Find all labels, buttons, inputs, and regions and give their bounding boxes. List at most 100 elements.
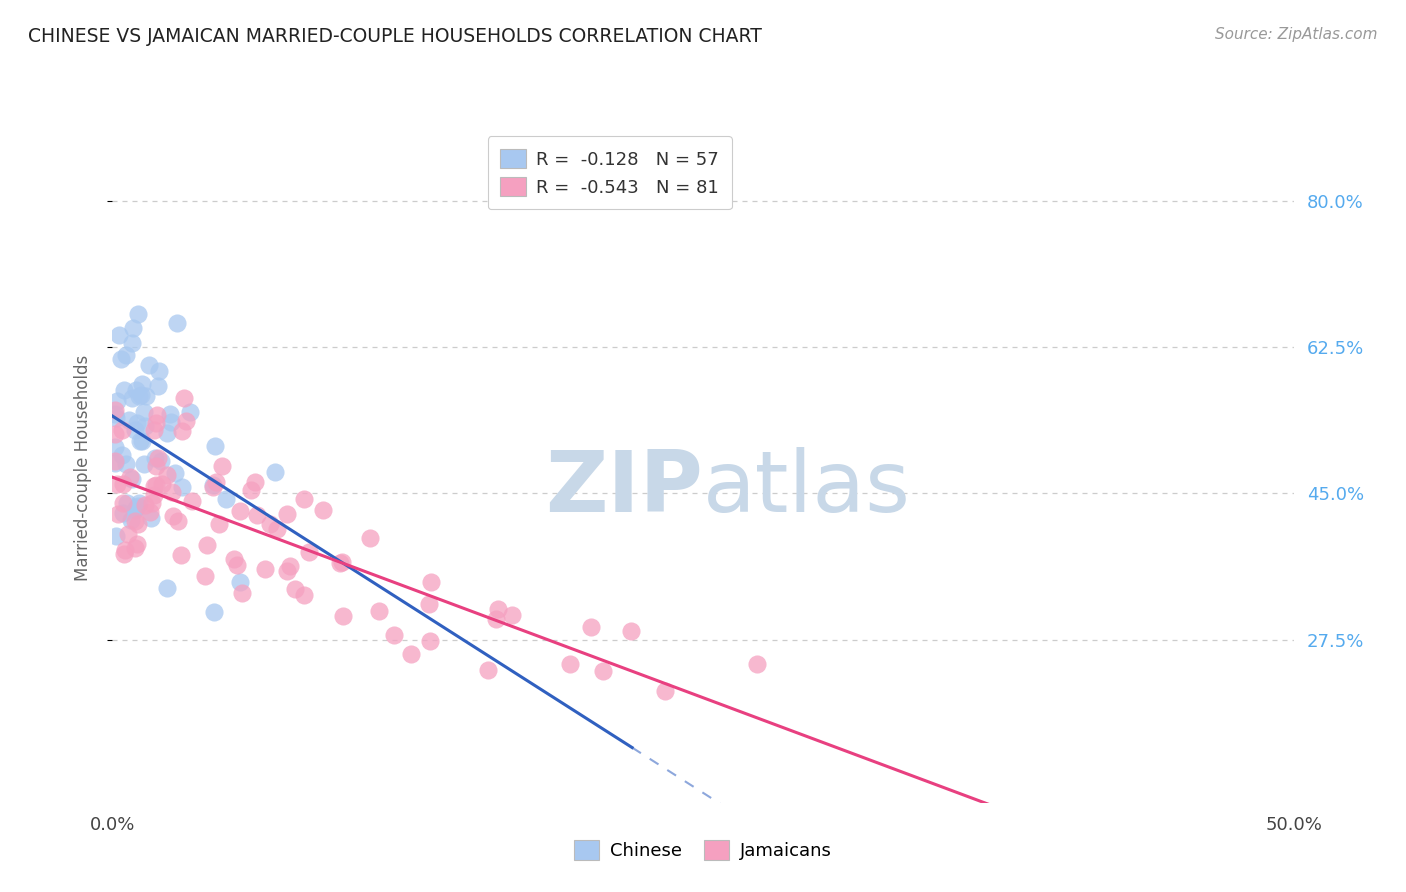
Point xyxy=(146,409,169,423)
Point xyxy=(160,415,183,429)
Point xyxy=(131,376,153,391)
Point xyxy=(149,454,172,468)
Point xyxy=(155,581,177,595)
Point xyxy=(122,321,145,335)
Point xyxy=(501,608,523,623)
Point xyxy=(120,513,142,527)
Point xyxy=(121,391,143,405)
Point xyxy=(207,516,229,531)
Point xyxy=(121,336,143,351)
Point xyxy=(104,427,127,442)
Point xyxy=(110,352,132,367)
Point xyxy=(125,537,148,551)
Point xyxy=(266,522,288,536)
Point xyxy=(117,527,139,541)
Point xyxy=(143,450,166,465)
Point xyxy=(115,457,138,471)
Text: CHINESE VS JAMAICAN MARRIED-COUPLE HOUSEHOLDS CORRELATION CHART: CHINESE VS JAMAICAN MARRIED-COUPLE HOUSE… xyxy=(28,27,762,45)
Point xyxy=(128,389,150,403)
Point xyxy=(124,423,146,437)
Point xyxy=(419,633,441,648)
Point xyxy=(215,491,238,506)
Point xyxy=(240,483,263,497)
Point xyxy=(124,514,146,528)
Text: Source: ZipAtlas.com: Source: ZipAtlas.com xyxy=(1215,27,1378,42)
Point xyxy=(368,604,391,618)
Point xyxy=(284,582,307,597)
Point xyxy=(174,414,197,428)
Point xyxy=(558,657,581,671)
Point xyxy=(104,403,127,417)
Point xyxy=(114,348,136,362)
Point xyxy=(132,405,155,419)
Point xyxy=(107,328,129,343)
Point xyxy=(579,620,602,634)
Point xyxy=(329,556,352,570)
Point xyxy=(145,459,167,474)
Point xyxy=(359,532,381,546)
Point xyxy=(229,504,252,518)
Point xyxy=(226,558,249,572)
Point xyxy=(399,647,422,661)
Point xyxy=(127,516,149,531)
Point xyxy=(254,562,277,576)
Point xyxy=(112,547,135,561)
Point xyxy=(143,479,166,493)
Point xyxy=(104,440,127,454)
Point xyxy=(111,506,134,520)
Point xyxy=(330,555,353,569)
Point xyxy=(125,500,148,515)
Point xyxy=(298,545,321,559)
Point xyxy=(107,476,129,491)
Point xyxy=(231,586,253,600)
Point xyxy=(112,383,135,397)
Point xyxy=(382,627,405,641)
Point xyxy=(280,558,302,573)
Point xyxy=(129,387,152,401)
Point xyxy=(141,511,163,525)
Point xyxy=(246,508,269,522)
Point xyxy=(276,507,298,521)
Y-axis label: Married-couple Households: Married-couple Households xyxy=(73,355,91,582)
Point xyxy=(205,475,228,489)
Point xyxy=(117,413,139,427)
Point xyxy=(104,410,127,425)
Point xyxy=(146,379,169,393)
Point xyxy=(332,609,354,624)
Point xyxy=(143,488,166,502)
Point xyxy=(104,407,127,421)
Point xyxy=(276,564,298,578)
Point xyxy=(146,450,169,465)
Point xyxy=(125,417,148,431)
Point xyxy=(172,424,194,438)
Point xyxy=(169,548,191,562)
Legend: Chinese, Jamaicans: Chinese, Jamaicans xyxy=(567,833,839,867)
Point xyxy=(292,491,315,506)
Point xyxy=(204,439,226,453)
Point xyxy=(141,496,163,510)
Point xyxy=(201,480,224,494)
Point xyxy=(128,496,150,510)
Point xyxy=(167,514,190,528)
Point xyxy=(202,478,225,492)
Point xyxy=(132,457,155,471)
Point xyxy=(163,466,186,480)
Point xyxy=(114,542,136,557)
Point xyxy=(418,597,440,611)
Point xyxy=(115,496,138,510)
Point xyxy=(112,496,135,510)
Point xyxy=(181,494,204,508)
Point xyxy=(745,657,768,671)
Point xyxy=(173,392,195,406)
Point xyxy=(134,498,156,512)
Point xyxy=(312,503,335,517)
Point xyxy=(162,509,184,524)
Point xyxy=(150,476,173,491)
Point xyxy=(259,517,281,532)
Point xyxy=(477,663,499,677)
Point xyxy=(138,359,160,373)
Point xyxy=(125,383,148,397)
Point xyxy=(224,552,246,566)
Point xyxy=(131,434,153,448)
Point xyxy=(111,423,134,437)
